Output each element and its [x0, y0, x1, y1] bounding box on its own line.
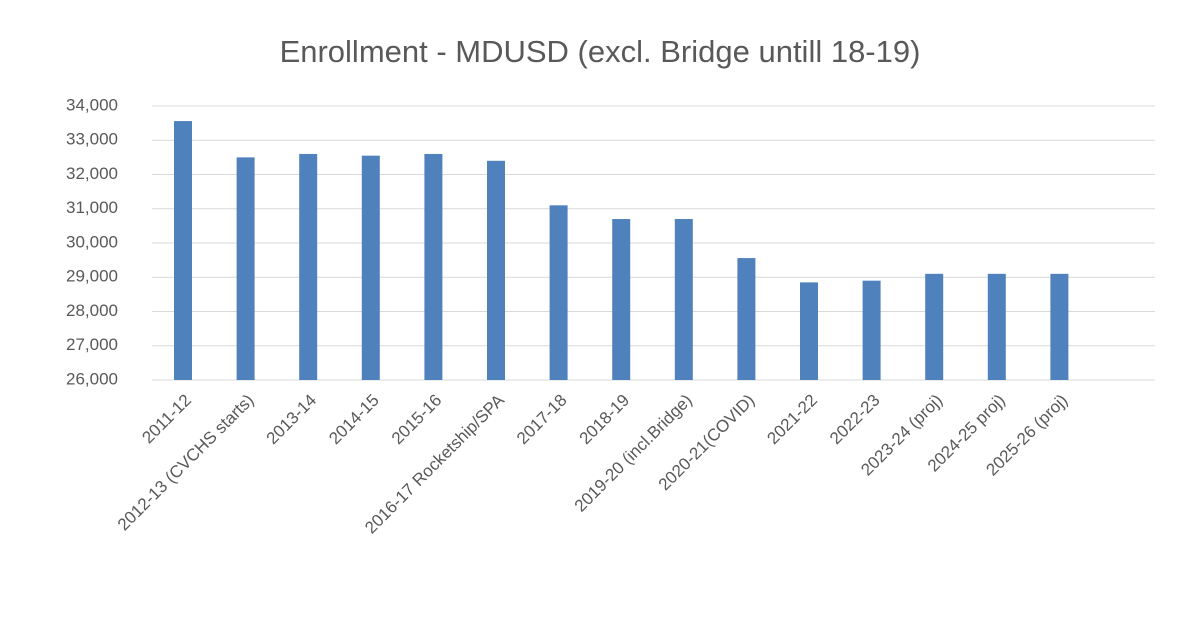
bar: [1050, 273, 1069, 380]
bar: [925, 273, 944, 380]
bar: [800, 282, 818, 380]
bar: [361, 155, 380, 380]
bar: [612, 219, 631, 380]
chart-title: Enrollment - MDUSD (excl. Bridge untill …: [280, 34, 921, 69]
bar: [236, 157, 255, 380]
bar: [737, 258, 756, 380]
y-tick-label: 33,000: [66, 130, 118, 149]
y-tick-label: 30,000: [66, 232, 118, 251]
bar: [549, 205, 568, 380]
y-tick-label: 34,000: [66, 95, 118, 114]
bar: [487, 160, 505, 380]
y-tick-label: 31,000: [66, 198, 118, 217]
bar: [299, 153, 318, 380]
bar: [424, 153, 443, 380]
y-tick-label: 29,000: [66, 267, 118, 286]
y-tick-label: 32,000: [66, 164, 118, 183]
y-tick-label: 27,000: [66, 335, 118, 354]
bar: [174, 121, 192, 380]
bar: [862, 280, 881, 380]
y-tick-label: 28,000: [66, 301, 118, 320]
bar: [987, 273, 1006, 380]
y-tick-label: 26,000: [66, 369, 118, 388]
bar: [674, 219, 693, 380]
